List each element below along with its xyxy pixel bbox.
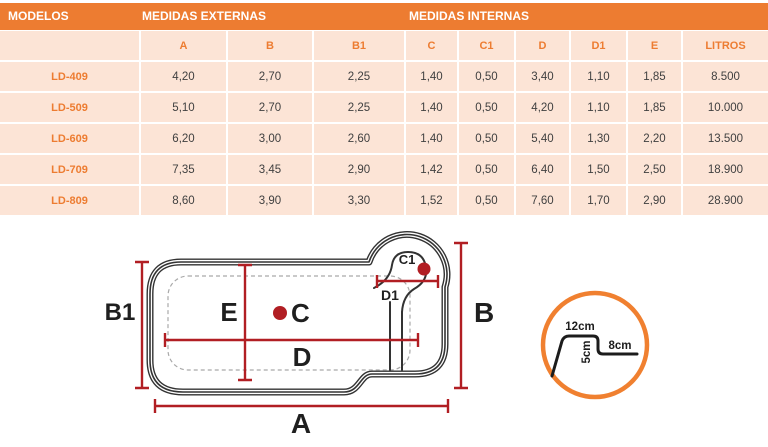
table-cell: 1,52 [406, 186, 457, 215]
header-modelos: MODELOS [8, 9, 69, 23]
table-cell: 2,90 [628, 186, 681, 215]
table-cell: 1,42 [406, 155, 457, 184]
table-cell: 2,90 [314, 155, 404, 184]
pool-outline [146, 231, 451, 396]
col-header-D1: D1 [571, 31, 626, 60]
label-B: B [474, 297, 494, 328]
table-cell: 4,20 [516, 93, 569, 122]
table-cell: 18.900 [683, 155, 768, 184]
label-B1: B1 [105, 299, 136, 326]
table-cell: 0,50 [459, 62, 514, 91]
badge-circle [540, 290, 650, 400]
label-E: E [220, 297, 237, 327]
table-cell: 3,00 [228, 124, 312, 153]
col-header-D: D [516, 31, 569, 60]
pool-dimension-diagram: B1 E C D A B C1 D1 12cm 8cm 5cm [105, 231, 650, 439]
table-cell: 0,50 [459, 124, 514, 153]
table-cell: 1,40 [406, 93, 457, 122]
label-C1: C1 [399, 252, 416, 267]
col-header-E: E [628, 31, 681, 60]
label-A: A [291, 408, 311, 439]
col-header-B1: B1 [314, 31, 404, 60]
table-cell: 6,20 [141, 124, 226, 153]
edge-profile-badge: 12cm 8cm 5cm [540, 290, 650, 400]
table-cell: 4,20 [141, 62, 226, 91]
table-cell: 3,40 [516, 62, 569, 91]
table-cell: 2,70 [228, 62, 312, 91]
table-cell: 2,25 [314, 93, 404, 122]
model-cell: LD-409 [0, 62, 139, 91]
spec-table: A B B1 C C1 D D1 E LITROS LD-409 4,20 2,… [0, 31, 768, 215]
table-cell: 1,70 [571, 186, 626, 215]
table-cell: 2,50 [628, 155, 681, 184]
model-cell: LD-609 [0, 124, 139, 153]
table-cell: 7,35 [141, 155, 226, 184]
table-cell: 0,50 [459, 186, 514, 215]
table-cell: 7,60 [516, 186, 569, 215]
corner-cell [0, 31, 139, 60]
edge-profile-line [550, 334, 639, 378]
table-cell: 5,40 [516, 124, 569, 153]
label-D1: D1 [381, 287, 399, 303]
table-cell: 1,10 [571, 93, 626, 122]
header-medidas-externas: MEDIDAS EXTERNAS [142, 9, 267, 23]
table-cell: 0,50 [459, 155, 514, 184]
table-cell: 1,10 [571, 62, 626, 91]
table-cell: 8.500 [683, 62, 768, 91]
label-D: D [293, 342, 312, 372]
label-C: C [291, 298, 310, 328]
table-cell: 6,40 [516, 155, 569, 184]
col-header-C: C [406, 31, 457, 60]
dimension-line-B [454, 241, 468, 390]
table-cell: 5,10 [141, 93, 226, 122]
depth-point-C1-dot [417, 262, 431, 276]
table-cell: 10.000 [683, 93, 768, 122]
col-header-litros: LITROS [683, 31, 768, 60]
table-cell: 3,90 [228, 186, 312, 215]
model-cell: LD-709 [0, 155, 139, 184]
dimension-line-D [163, 333, 420, 347]
table-cell: 1,85 [628, 93, 681, 122]
dimension-labels: B1 E C D A B C1 D1 [105, 252, 495, 439]
dimension-line-A [153, 399, 450, 413]
dimension-lines [135, 241, 468, 413]
dimension-line-B1 [135, 260, 149, 390]
edge-profile-lip-label: 8cm [608, 340, 631, 352]
table-cell: 13.500 [683, 124, 768, 153]
col-header-C1: C1 [459, 31, 514, 60]
edge-profile-depth-label: 5cm [581, 340, 593, 363]
col-header-A: A [141, 31, 226, 60]
table-cell: 0,50 [459, 93, 514, 122]
table-cell: 3,30 [314, 186, 404, 215]
model-cell: LD-809 [0, 186, 139, 215]
depth-point-C-dot [273, 306, 287, 320]
table-cell: 2,70 [228, 93, 312, 122]
edge-profile-top-label: 12cm [565, 321, 594, 333]
waterline-dashed-contour [167, 275, 411, 371]
table-cell: 8,60 [141, 186, 226, 215]
spa-swirl [373, 250, 428, 313]
table-cell: 1,50 [571, 155, 626, 184]
model-cell: LD-509 [0, 93, 139, 122]
header-medidas-internas: MEDIDAS INTERNAS [409, 9, 530, 23]
table-cell: 1,40 [406, 62, 457, 91]
table-cell: 3,45 [228, 155, 312, 184]
col-header-B: B [228, 31, 312, 60]
table-cell: 2,25 [314, 62, 404, 91]
table-cell: 2,20 [628, 124, 681, 153]
table-cell: 1,30 [571, 124, 626, 153]
table-cell: 2,60 [314, 124, 404, 153]
table-header-bar: MODELOS MEDIDAS EXTERNAS MEDIDAS INTERNA… [0, 3, 768, 30]
dimension-line-D1 [375, 275, 440, 288]
dimension-line-E [238, 263, 252, 382]
table-cell: 28.900 [683, 186, 768, 215]
table-cell: 1,85 [628, 62, 681, 91]
table-cell: 1,40 [406, 124, 457, 153]
